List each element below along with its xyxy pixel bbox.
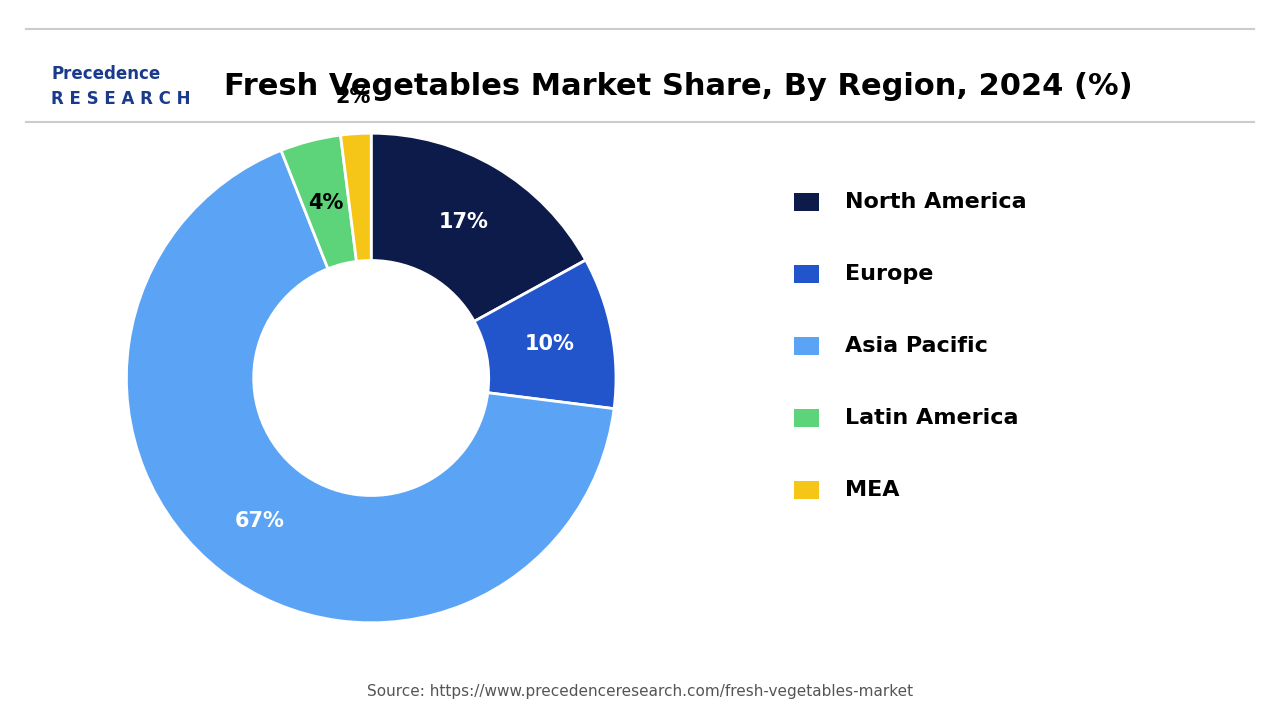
Wedge shape [282, 135, 356, 269]
Text: North America: North America [845, 192, 1027, 212]
Text: Asia Pacific: Asia Pacific [845, 336, 988, 356]
Text: 67%: 67% [236, 511, 285, 531]
Text: Source: https://www.precedenceresearch.com/fresh-vegetables-market: Source: https://www.precedenceresearch.c… [367, 684, 913, 698]
Text: 17%: 17% [439, 212, 489, 232]
Text: Europe: Europe [845, 264, 933, 284]
Text: Precedence
R E S E A R C H: Precedence R E S E A R C H [51, 65, 191, 108]
Wedge shape [127, 150, 614, 623]
Text: 2%: 2% [335, 87, 371, 107]
Wedge shape [371, 133, 586, 321]
Wedge shape [474, 260, 616, 409]
Text: Fresh Vegetables Market Share, By Region, 2024 (%): Fresh Vegetables Market Share, By Region… [224, 72, 1133, 101]
Text: MEA: MEA [845, 480, 900, 500]
Wedge shape [340, 133, 371, 261]
Text: 10%: 10% [525, 334, 575, 354]
Text: Latin America: Latin America [845, 408, 1019, 428]
Text: 4%: 4% [308, 192, 344, 212]
